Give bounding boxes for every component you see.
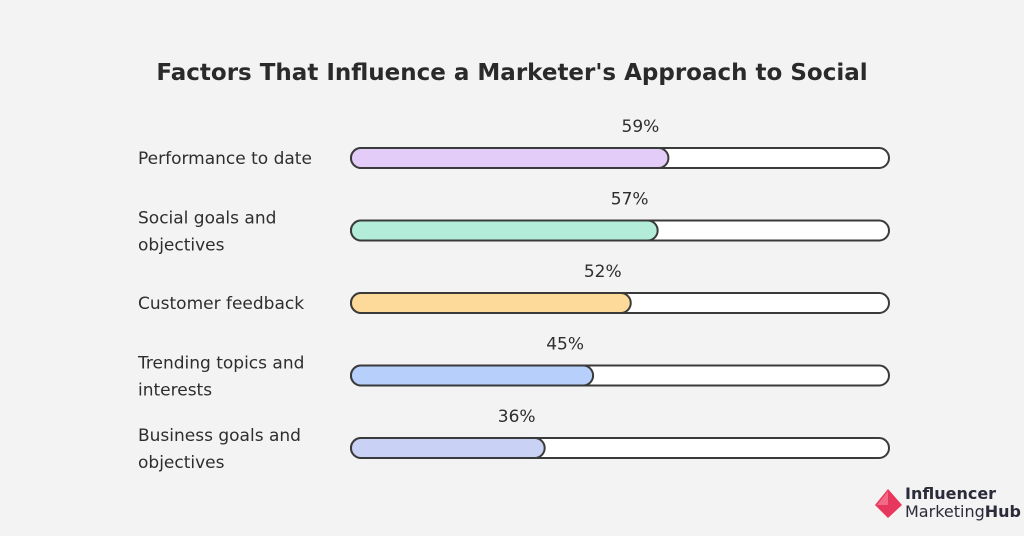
category-label-line: Business goals and xyxy=(138,426,301,446)
chart-title: Factors That Influence a Marketer's Appr… xyxy=(156,60,867,86)
category-label: Social goals and objectives xyxy=(138,209,276,256)
logo-line1: Influencer xyxy=(905,484,996,503)
value-label: 52% xyxy=(584,262,622,282)
bar xyxy=(350,437,546,459)
logo-line2-a: Marketing xyxy=(905,502,985,521)
bar xyxy=(350,292,632,314)
category-label: Trending topics and interests xyxy=(137,354,304,401)
logo-mark-icon xyxy=(875,489,902,518)
category-label-line: Performance to date xyxy=(138,149,312,169)
category-label-line: objectives xyxy=(138,453,225,473)
category-label-line: Social goals and xyxy=(138,209,276,229)
category-label-line: objectives xyxy=(138,236,225,256)
logo-line2: MarketingHub xyxy=(905,502,1021,521)
bar xyxy=(350,219,659,242)
value-label: 36% xyxy=(498,407,536,427)
logo-line2-b: Hub xyxy=(985,502,1021,521)
value-label: 57% xyxy=(611,190,649,210)
category-label: Performance to date xyxy=(138,149,312,169)
category-label: Business goals and objectives xyxy=(138,426,301,473)
value-label: 45% xyxy=(546,335,584,355)
category-label-line: Customer feedback xyxy=(138,294,304,314)
brand-logo: Influencer MarketingHub xyxy=(875,484,1021,521)
bar xyxy=(350,147,670,169)
value-label: 59% xyxy=(622,117,660,137)
bar xyxy=(350,364,595,387)
category-label-line: interests xyxy=(138,381,212,401)
category-label: Customer feedback xyxy=(138,294,304,314)
category-label-line: Trending topics and xyxy=(137,354,304,374)
bars-group: 59% Performance to date 57% Social goals an… xyxy=(137,117,890,473)
